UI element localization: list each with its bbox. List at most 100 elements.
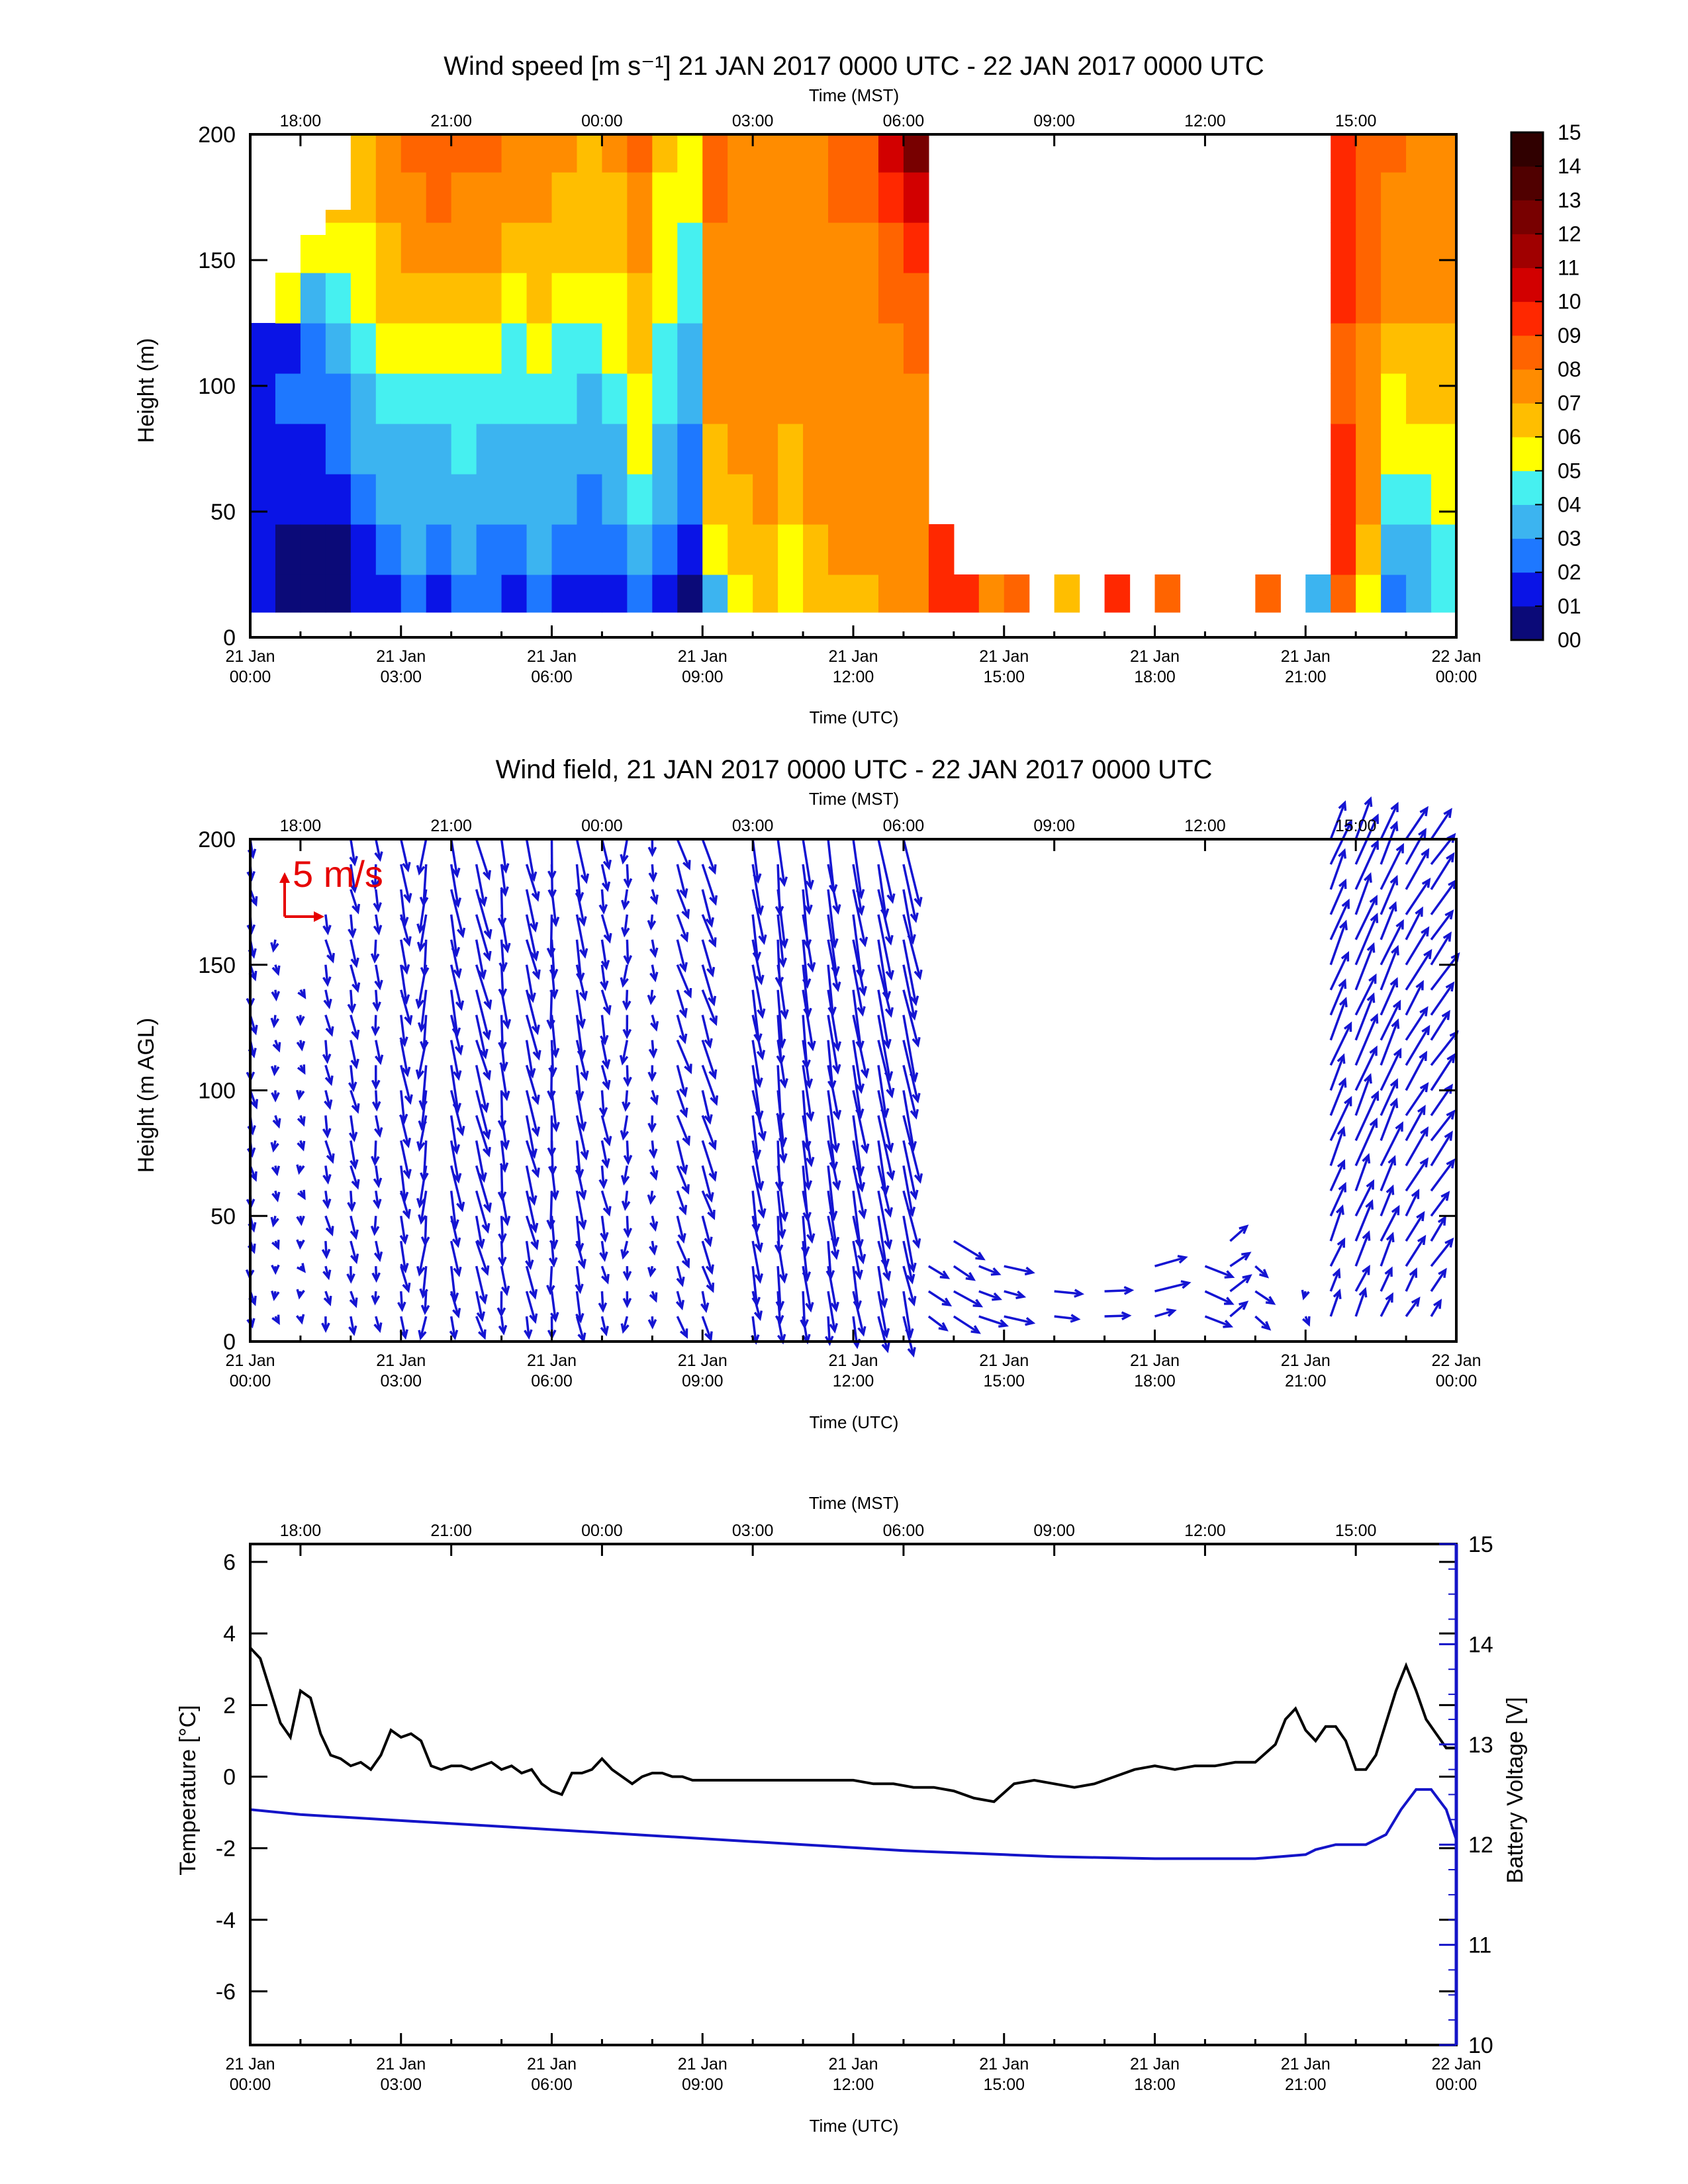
wind-speed-x2-tick-label: 18:00 <box>280 112 322 130</box>
wind-vector <box>1430 1300 1442 1317</box>
wind-speed-cell <box>928 574 955 613</box>
temperature-y-tick-label: -4 <box>216 1908 236 1933</box>
wind-vector-head <box>620 1130 630 1141</box>
temp-x-tick-label: 21 Jan 03:00 <box>376 2055 426 2094</box>
colorbar-swatch <box>1511 572 1543 607</box>
wind-vector <box>600 1065 610 1089</box>
wind-vector-head <box>779 1078 788 1089</box>
wind-vector <box>1329 952 1349 991</box>
wind-speed-cell <box>602 373 628 424</box>
wind-speed-cell <box>702 574 728 613</box>
wind-speed-cell <box>803 323 829 374</box>
wind-vector-head <box>296 1215 305 1226</box>
wind-vector <box>1430 1160 1455 1192</box>
wind-speed-cell <box>451 524 477 575</box>
voltage-axis-label: Battery Voltage [V] <box>1503 1697 1528 1884</box>
wind-vector-head <box>528 1289 538 1300</box>
colorbar-tick-label: 15 <box>1558 120 1581 144</box>
wind-speed-cell <box>1431 524 1457 575</box>
wind-field-x-tick-label: 21 Jan 03:00 <box>376 1351 426 1390</box>
reference-arrow-up-head <box>279 872 290 883</box>
wind-vector <box>1380 1050 1401 1091</box>
wind-speed-cell <box>727 273 753 324</box>
wind-vector-head <box>1390 801 1399 813</box>
wind-vector-head <box>1417 1234 1427 1246</box>
wind-vector-head <box>577 1019 586 1030</box>
wind-vector <box>375 889 380 911</box>
wind-vector <box>676 1215 685 1242</box>
wind-vector <box>422 864 428 905</box>
wind-vector-head <box>296 1040 306 1052</box>
wind-speed-cell <box>577 222 603 273</box>
wind-vector <box>978 1290 1000 1300</box>
wind-vector-head <box>527 992 536 1003</box>
wind-speed-cell <box>1356 222 1382 273</box>
wind-speed-cell <box>652 273 678 324</box>
wind-vector-head <box>802 1271 812 1282</box>
wind-vector-head <box>348 928 357 939</box>
wind-vector <box>1354 1232 1370 1267</box>
wind-vector-head <box>578 916 587 927</box>
wind-speed-cell <box>878 424 904 475</box>
wind-speed-cell <box>652 134 678 173</box>
wind-vector <box>1329 850 1346 890</box>
wind-speed-cell <box>1381 424 1407 475</box>
wind-vector-head <box>885 1142 894 1154</box>
wind-vector-head <box>804 1078 814 1089</box>
wind-speed-cell <box>1431 474 1457 525</box>
wind-vector <box>575 1190 585 1228</box>
wind-vector-head <box>352 903 361 915</box>
wind-vector-head <box>830 1301 839 1312</box>
wind-vector-head <box>323 998 332 1009</box>
wind-vector <box>802 1090 809 1149</box>
temperature-y-tick-label: -6 <box>216 1979 236 2005</box>
wind-vector <box>400 964 408 1003</box>
wind-speed-cell <box>325 323 352 374</box>
wind-vector <box>1430 1011 1450 1041</box>
wind-vector <box>1354 874 1372 915</box>
wind-vector <box>575 1115 588 1158</box>
wind-speed-cell <box>878 574 904 613</box>
wind-vector-head <box>1242 1274 1252 1284</box>
wind-vector-head <box>600 1232 609 1243</box>
wind-vector-head <box>886 1170 896 1181</box>
wind-vector-head <box>371 1272 381 1283</box>
reference-vector-label: 5 m/s <box>293 853 383 895</box>
wind-vector-head <box>941 1297 953 1307</box>
wind-vector <box>549 989 553 1028</box>
wind-vector <box>676 889 689 918</box>
wind-vector <box>676 914 688 940</box>
colorbar-tick-label: 14 <box>1558 154 1581 178</box>
wind-vector-head <box>990 1267 1002 1276</box>
wind-speed-cell <box>1381 323 1407 374</box>
wind-speed-cell <box>451 424 477 475</box>
wind-vector-head <box>483 999 492 1011</box>
wind-vector-head <box>350 1058 359 1069</box>
wind-vector-head <box>778 1153 788 1164</box>
wind-vector <box>400 839 409 870</box>
wind-speed-cell <box>1431 373 1457 424</box>
wind-vector <box>575 1040 588 1079</box>
wind-vector <box>1354 1075 1372 1116</box>
wind-speed-cell <box>828 222 854 273</box>
wind-vector-head <box>623 955 633 966</box>
wind-vector <box>1229 1275 1251 1293</box>
wind-speed-cell <box>1406 134 1432 173</box>
wind-vector <box>475 1140 485 1181</box>
wind-vector <box>449 914 458 955</box>
wind-speed-cell <box>677 424 703 475</box>
wind-vector-head <box>778 876 788 887</box>
wind-vector-head <box>296 1164 305 1175</box>
wind-vector-head <box>1418 827 1427 839</box>
wind-speed-cell <box>753 574 778 613</box>
wind-vector <box>375 1115 381 1136</box>
wind-vector-head <box>756 1050 766 1061</box>
wind-vector-head <box>753 1033 763 1044</box>
wind-speed-cell <box>1431 172 1457 223</box>
wind-vector-head <box>824 1336 834 1346</box>
wind-vector <box>1405 1106 1426 1142</box>
wind-speed-cell <box>803 172 829 223</box>
colorbar-swatch <box>1511 301 1543 336</box>
wind-vector-head <box>1370 813 1380 824</box>
wind-vector <box>902 1215 915 1271</box>
